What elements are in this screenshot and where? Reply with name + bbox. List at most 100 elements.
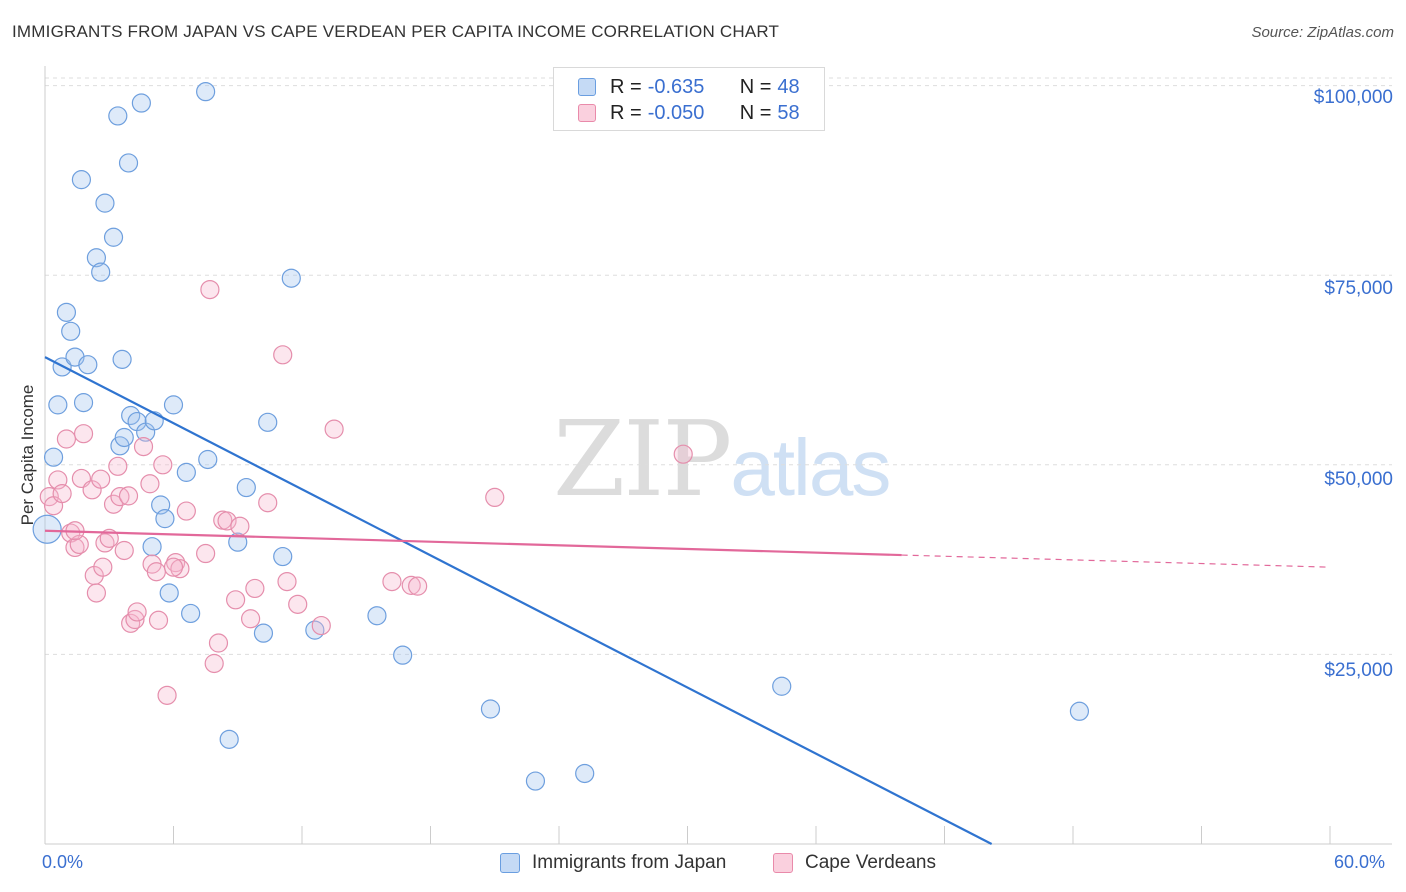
point-cape [170, 559, 190, 579]
point-japan [155, 509, 175, 529]
point-japan [236, 477, 256, 498]
legend-row-cape: R = -0.050 N = 58 [578, 101, 800, 125]
point-cape [176, 501, 196, 521]
point-japan [61, 321, 81, 341]
series-swatch-japan [500, 853, 520, 873]
point-cape [288, 594, 308, 614]
point-japan [176, 462, 196, 482]
legend-row-japan: R = -0.635 N = 48 [578, 75, 800, 99]
point-cape [230, 516, 250, 536]
trendline-cape [44, 529, 902, 557]
point-cape [56, 429, 77, 449]
point-japan [196, 82, 216, 102]
point-japan [112, 349, 132, 369]
point-japan [86, 248, 107, 268]
point-japan [71, 170, 92, 190]
point-cape [133, 436, 154, 457]
point-cape [157, 685, 177, 705]
point-cape [258, 493, 278, 513]
watermark-zip: ZIP [553, 398, 732, 520]
x-tick-label-max: 60.0% [1334, 852, 1386, 872]
point-japan [78, 355, 98, 375]
point-japan [114, 427, 134, 448]
point-japan [772, 676, 792, 696]
trendline-extension-cape [901, 554, 1331, 568]
point-cape [324, 419, 344, 439]
legend-swatch-cape [578, 104, 596, 122]
watermark: ZIPatlas [553, 398, 891, 520]
y-tick-label-100000: $100,000 [1313, 87, 1393, 108]
point-japan [142, 537, 162, 557]
legend-n-value: 48 [777, 75, 800, 98]
y-tick-label-25000: $25,000 [1324, 660, 1393, 681]
point-cape [153, 455, 173, 475]
legend-n-label: N = [739, 101, 772, 124]
series-legend-cape[interactable]: Cape Verdeans [773, 852, 936, 874]
point-japan [281, 268, 301, 288]
point-cape [217, 511, 237, 531]
legend-swatch-japan [578, 78, 596, 96]
point-japan [48, 395, 68, 415]
point-cape [277, 571, 297, 592]
point-japan [525, 771, 546, 791]
point-cape [245, 578, 265, 599]
point-cape [208, 633, 229, 653]
point-cape [127, 602, 147, 622]
point-cape [73, 424, 94, 444]
point-cape [103, 494, 124, 514]
point-japan [273, 546, 293, 567]
point-japan [159, 583, 179, 603]
point-cape [204, 653, 224, 674]
point-cape [91, 469, 111, 489]
point-cape [148, 610, 169, 630]
point-cape [163, 557, 184, 577]
y-tick-label-75000: $75,000 [1324, 278, 1393, 299]
point-cape [114, 540, 134, 561]
legend-n-value: 58 [777, 101, 800, 124]
point-japan [163, 395, 184, 415]
y-tick-label-50000: $50,000 [1324, 469, 1393, 490]
point-japan [95, 193, 115, 213]
point-japan [393, 645, 413, 665]
series-legend: Immigrants from Japan Cape Verdeans [0, 852, 1406, 878]
series-legend-japan[interactable]: Immigrants from Japan [500, 852, 726, 874]
point-cape [200, 279, 220, 300]
point-cape [125, 609, 145, 630]
point-japan [1069, 701, 1090, 721]
x-tick-label-min: 0.0% [42, 852, 84, 872]
point-japan [367, 606, 387, 626]
point-cape [99, 528, 119, 548]
point-cape [408, 576, 428, 596]
point-japan [228, 532, 248, 552]
legend-r-label: R = [610, 75, 642, 98]
point-cape [93, 557, 113, 577]
chart-title: IMMIGRANTS FROM JAPAN VS CAPE VERDEAN PE… [12, 22, 780, 41]
legend-n-label: N = [739, 75, 772, 98]
y-axis-label: Per Capita Income [18, 384, 37, 526]
point-japan [43, 447, 64, 467]
legend-r-value: -0.050 [647, 101, 705, 124]
point-cape [52, 484, 72, 504]
point-japan [73, 393, 94, 413]
point-japan [575, 763, 595, 784]
point-japan [253, 623, 274, 643]
legend-r-value: -0.635 [647, 75, 705, 98]
point-japan [108, 106, 128, 126]
series-swatch-cape [773, 853, 793, 873]
source-label: Source: ZipAtlas.com [1251, 24, 1394, 41]
point-japan [480, 699, 501, 719]
point-cape [118, 486, 139, 506]
point-cape [673, 444, 693, 464]
point-cape [311, 615, 331, 636]
point-cape [382, 571, 402, 592]
point-cape [485, 487, 505, 508]
series-label-cape: Cape Verdeans [805, 852, 936, 873]
point-cape [241, 609, 261, 629]
point-japan [56, 302, 77, 322]
point-cape [146, 562, 166, 582]
point-japan [103, 227, 124, 247]
trendline-japan [44, 356, 993, 845]
legend-r-label: R = [610, 101, 642, 124]
point-cape [86, 583, 107, 603]
